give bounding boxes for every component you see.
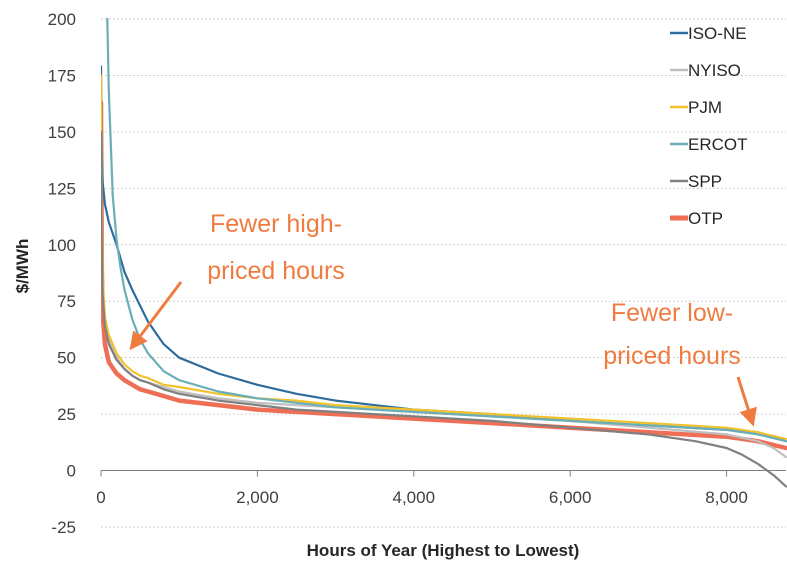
x-tick-label: 0: [96, 488, 105, 507]
legend-label: OTP: [688, 209, 723, 228]
series-lines: [101, 17, 787, 488]
y-tick-label: 125: [48, 179, 76, 198]
annotation-arrow-low: [736, 376, 757, 427]
x-tick-label: 6,000: [549, 488, 592, 507]
annotations: Fewer high-priced hours Fewer low-priced …: [129, 210, 757, 427]
y-tick-label: 100: [48, 236, 76, 255]
y-tick-label: 50: [57, 349, 76, 368]
x-tick-labels: 0 2,000 4,000 6,000 8,000: [96, 488, 748, 507]
x-axis-line: [100, 470, 786, 477]
legend: ISO-NE NYISO PJM ERCOT SPP OTP: [670, 24, 748, 228]
series-line-iso-ne: [101, 65, 787, 443]
legend-label: NYISO: [688, 61, 741, 80]
gridlines: [101, 18, 786, 528]
x-tick-label: 2,000: [236, 488, 279, 507]
legend-label: SPP: [688, 172, 722, 191]
annotation-text: Fewer low-: [611, 299, 733, 327]
x-tick-label: 4,000: [393, 488, 436, 507]
y-tick-label: 175: [48, 66, 76, 85]
y-tick-labels: -25 0 25 50 75 100 125 150 175 200: [48, 10, 76, 537]
y-tick-label: 25: [57, 405, 76, 424]
y-tick-label: 200: [48, 10, 76, 29]
y-tick-label: -25: [51, 518, 76, 537]
series-line-spp: [101, 130, 787, 488]
annotation-text: priced hours: [207, 257, 345, 285]
annotation-text: priced hours: [603, 342, 741, 370]
x-axis-title: Hours of Year (Highest to Lowest): [307, 541, 580, 560]
annotation-text: Fewer high-: [210, 210, 342, 238]
x-tick-label: 8,000: [705, 488, 748, 507]
legend-label: ISO-NE: [688, 24, 747, 43]
y-axis-title: $/MWh: [13, 239, 32, 294]
series-line-pjm: [101, 74, 787, 440]
legend-label: PJM: [688, 98, 722, 117]
y-tick-label: 0: [67, 462, 76, 481]
y-tick-label: 75: [57, 292, 76, 311]
y-tick-label: 150: [48, 123, 76, 142]
series-line-ercot: [106, 17, 787, 443]
legend-label: ERCOT: [688, 135, 748, 154]
annotation-arrow-high: [129, 281, 183, 351]
